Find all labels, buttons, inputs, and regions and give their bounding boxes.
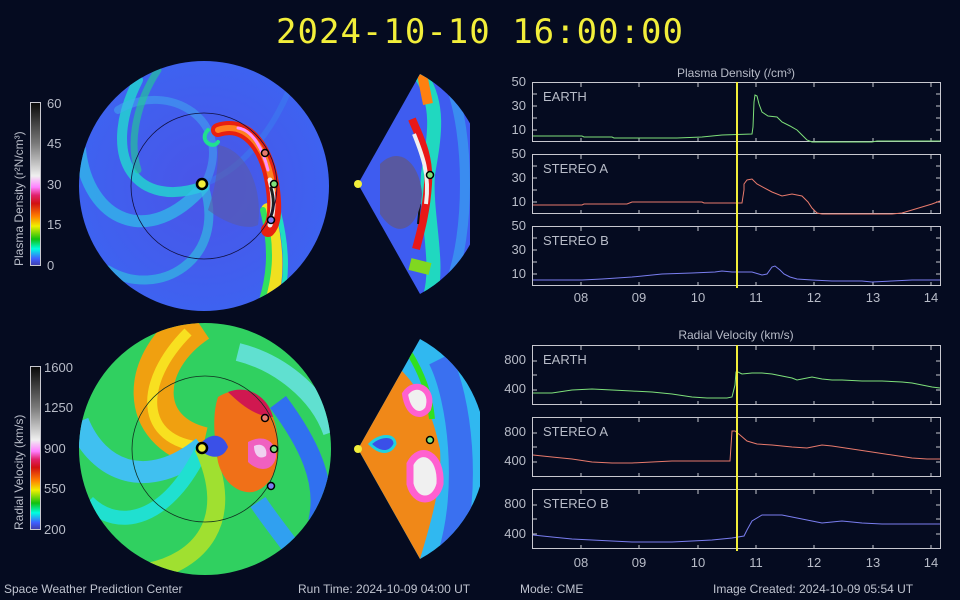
stereo-b-velocity-line [532, 514, 940, 543]
velocity-xtick-09: 09 [631, 555, 647, 570]
footer-run-time: Run Time: 2024-10-09 04:00 UT [298, 582, 471, 596]
density-xtick-12: 12 [806, 290, 822, 305]
density-xtick-09: 09 [631, 290, 647, 305]
velocity-xtick-08: 08 [573, 555, 589, 570]
density-tick-15: 15 [47, 217, 62, 232]
stereo-b-density-line [533, 265, 940, 283]
velocity-tick-900: 900 [44, 441, 66, 456]
velocity-colorbar-label: Radial Velocity (km/s) [12, 414, 26, 530]
density-colorbar [30, 102, 41, 266]
velocity-xtick-11: 11 [749, 555, 763, 570]
density-xtick-11: 11 [749, 290, 763, 305]
velocity-meridional-map [354, 339, 480, 559]
timestamp-title: 2024-10-10 16:00:00 [276, 12, 684, 52]
density-panel-stereo-a: STEREO A [543, 161, 609, 176]
stereo-a-ytick-50: 50 [511, 146, 526, 161]
density-panel-earth: EARTH [543, 89, 587, 104]
velocity-line-plots [532, 345, 941, 551]
stereo-a-ytick-10: 10 [511, 194, 526, 209]
density-ecliptic-map [79, 61, 329, 311]
velocity-xtick-14: 14 [923, 555, 939, 570]
stereo-a-density-line [533, 178, 941, 215]
density-xtick-10: 10 [690, 290, 706, 305]
earth-velocity-line [533, 371, 941, 399]
velocity-panel-stereo-a: STEREO A [543, 424, 609, 439]
stereo-b-ytick-800: 800 [504, 496, 526, 511]
earth-density-line [533, 94, 940, 143]
earth-marker-icon [269, 179, 279, 189]
stereo-a-ytick-400: 400 [504, 453, 526, 468]
density-xtick-14: 14 [923, 290, 939, 305]
velocity-plot-title: Radial Velocity (km/s) [678, 328, 794, 342]
density-tick-45: 45 [47, 136, 62, 151]
velocity-panel-earth: EARTH [543, 352, 587, 367]
density-meridional-map [354, 74, 470, 294]
earth-ytick-50: 50 [511, 74, 526, 89]
density-line-plots [532, 82, 941, 288]
velocity-panel-stereo-b: STEREO B [543, 496, 609, 511]
stereo-a-velocity-line [532, 430, 940, 464]
density-colorbar-label: Plasma Density (r²N/cm³) [12, 131, 26, 266]
velocity-xtick-10: 10 [690, 555, 706, 570]
density-panel-stereo-b: STEREO B [543, 233, 609, 248]
stereo-b-ytick-50: 50 [511, 218, 526, 233]
velocity-colorbar [30, 366, 41, 530]
velocity-xtick-13: 13 [865, 555, 881, 570]
density-tick-0: 0 [47, 258, 55, 273]
sun-marker-icon [195, 177, 209, 191]
density-xtick-13: 13 [865, 290, 881, 305]
earth-ytick-800: 800 [504, 352, 526, 367]
stereo-b-ytick-10: 10 [511, 266, 526, 281]
earth-ytick-10: 10 [511, 122, 526, 137]
velocity-ecliptic-map [79, 323, 331, 575]
velocity-tick-1600: 1600 [44, 360, 73, 375]
stereo-a-marker-icon [260, 148, 270, 158]
velocity-tick-200: 200 [44, 522, 66, 537]
velocity-tick-1250: 1250 [44, 400, 73, 415]
footer-mode: Mode: CME [520, 582, 584, 596]
earth-ytick-30: 30 [511, 98, 526, 113]
footer-org: Space Weather Prediction Center [4, 582, 183, 596]
density-tick-30: 30 [47, 177, 62, 192]
density-xtick-08: 08 [573, 290, 589, 305]
stereo-a-ytick-30: 30 [511, 170, 526, 185]
velocity-xtick-12: 12 [806, 555, 822, 570]
density-tick-60: 60 [47, 96, 62, 111]
density-plot-title: Plasma Density (/cm³) [676, 66, 795, 80]
velocity-tick-550: 550 [44, 481, 66, 496]
stereo-b-ytick-400: 400 [504, 526, 526, 541]
footer-image-created: Image Created: 2024-10-09 05:54 UT [713, 582, 914, 596]
stereo-b-ytick-30: 30 [511, 242, 526, 257]
stereo-a-ytick-800: 800 [504, 424, 526, 439]
stereo-b-marker-icon [266, 215, 276, 225]
earth-ytick-400: 400 [504, 381, 526, 396]
